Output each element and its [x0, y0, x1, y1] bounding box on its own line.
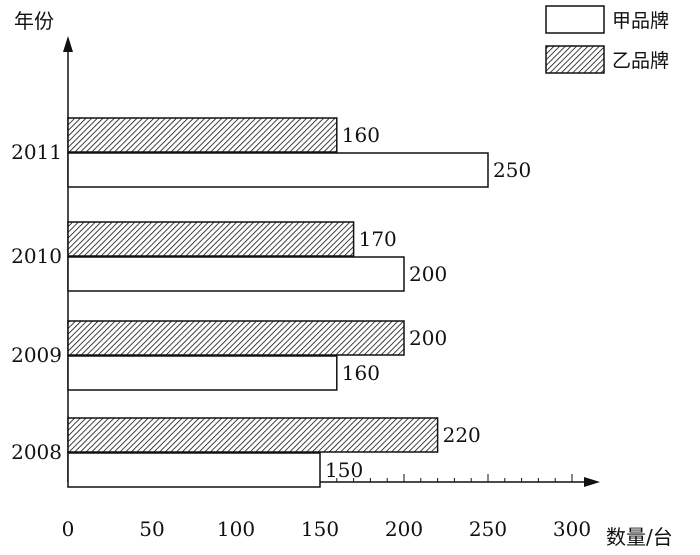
y-tick-label: 2009: [11, 343, 62, 367]
bar-yi-2011: [67, 117, 338, 153]
y-axis-arrow: [63, 36, 73, 52]
data-label: 200: [409, 262, 447, 286]
y-axis-label: 年份: [14, 9, 54, 33]
x-tick-label: 150: [301, 517, 339, 541]
bar-jia-2011: [67, 152, 489, 188]
legend-swatch-yi: [545, 45, 605, 74]
data-label: 150: [325, 458, 363, 482]
bar-yi-2010: [67, 221, 355, 257]
x-tick-label: 200: [385, 517, 423, 541]
data-labels: 150 220 160 200 200 170 250 160: [325, 123, 531, 482]
x-tick-labels: 0 50 100 150 200 250 300: [62, 517, 591, 541]
bar-jia-2008: [67, 452, 321, 488]
bar-yi-2008: [67, 417, 439, 453]
bars: [67, 117, 489, 488]
legend: 甲品牌 乙品牌: [545, 5, 669, 74]
bar-yi-2009: [67, 320, 405, 356]
data-label: 160: [342, 123, 380, 147]
legend-label-jia: 甲品牌: [612, 10, 669, 32]
data-label: 200: [409, 326, 447, 350]
x-tick-label: 0: [62, 517, 75, 541]
x-tick-label: 250: [469, 517, 507, 541]
y-tick-labels: 2008 2009 2010 2011: [11, 140, 73, 464]
legend-label-yi: 乙品牌: [612, 50, 669, 72]
data-label: 170: [359, 227, 397, 251]
x-tick-label: 50: [139, 517, 164, 541]
data-label: 250: [493, 158, 531, 182]
bar-jia-2009: [67, 355, 338, 391]
bar-jia-2010: [67, 256, 405, 292]
x-axis-label: 数量/台: [606, 525, 673, 549]
x-tick-label: 300: [553, 517, 591, 541]
data-label: 220: [443, 423, 481, 447]
x-tick-label: 100: [217, 517, 255, 541]
legend-swatch-jia: [545, 5, 605, 34]
y-tick-label: 2011: [11, 140, 62, 164]
x-axis-arrow: [584, 477, 600, 487]
y-tick-label: 2008: [11, 440, 62, 464]
data-label: 160: [342, 361, 380, 385]
y-tick-label: 2010: [11, 244, 62, 268]
